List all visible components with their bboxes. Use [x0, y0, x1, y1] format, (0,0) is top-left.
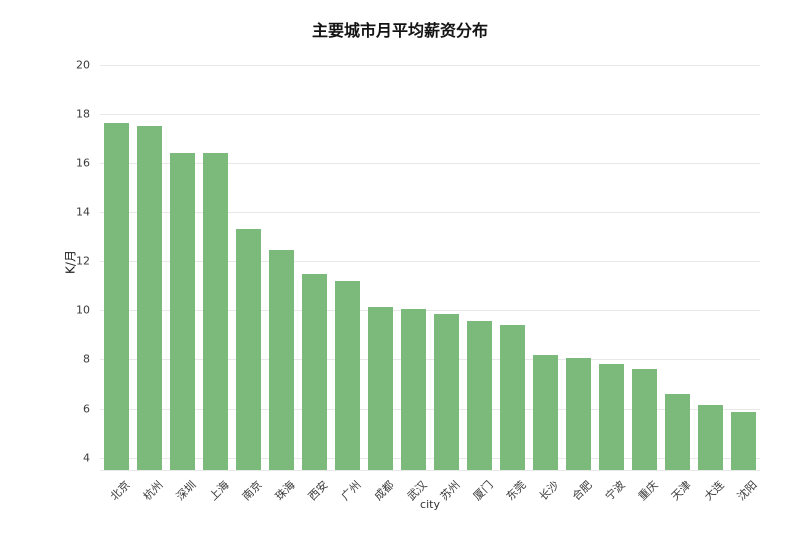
bar-合肥: [565, 358, 592, 470]
bar-西安: [301, 273, 328, 470]
y-tick-label: 18: [76, 107, 90, 121]
gridline: [100, 310, 760, 312]
gridline: [100, 163, 760, 165]
bar-南京: [235, 229, 262, 470]
y-tick-label: 6: [83, 402, 90, 416]
bar-沈阳: [730, 412, 757, 470]
bar-长沙: [532, 354, 559, 470]
bar-北京: [103, 122, 130, 470]
bar-杭州: [136, 126, 163, 470]
bar-武汉: [400, 309, 427, 470]
gridline: [100, 64, 760, 66]
bar-厦门: [466, 321, 493, 470]
x-axis-label: city: [420, 498, 440, 511]
bar-广州: [334, 280, 361, 470]
bar-重庆: [631, 369, 658, 470]
gridline: [100, 113, 760, 115]
plot-area: 4 6 8 10 12 14 16 18 20 北京 杭州 深圳 上海 南京 珠海 西安 广州 成都 武汉 苏州 厦门东…: [76, 55, 760, 503]
bar-成都: [367, 306, 394, 470]
bar-宁波: [598, 364, 625, 470]
bar-珠海: [268, 250, 295, 470]
gridline: [100, 408, 760, 410]
bar-苏州: [433, 314, 460, 470]
gridline: [100, 212, 760, 214]
y-tick-label: 14: [76, 205, 90, 219]
y-tick-label: 16: [76, 156, 90, 170]
bar-深圳: [169, 153, 196, 470]
bar-东莞: [499, 325, 526, 470]
bar-天津: [664, 393, 691, 470]
gridline: [100, 261, 760, 263]
bar-大连: [697, 404, 724, 470]
gridline: [100, 457, 760, 459]
y-tick-label: 20: [76, 58, 90, 72]
y-tick-label: 8: [83, 352, 90, 366]
y-tick-label: 4: [83, 451, 90, 465]
y-tick-label: 12: [76, 254, 90, 268]
gridline: [100, 359, 760, 361]
chart-title: 主要城市月平均薪资分布: [311, 21, 488, 40]
bar-上海: [202, 153, 229, 470]
y-tick-label: 10: [76, 303, 90, 317]
